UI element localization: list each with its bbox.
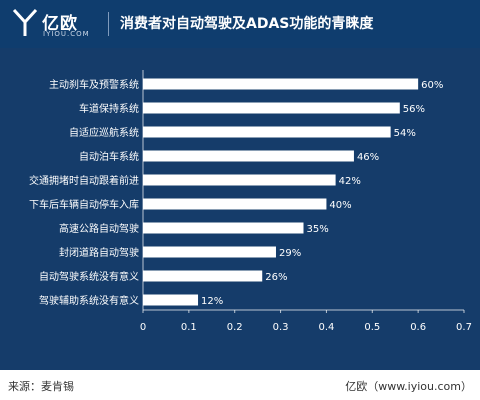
page-title: 消费者对自动驾驶及ADAS功能的青睐度: [120, 16, 374, 32]
bar-6: [143, 198, 327, 210]
category-label: 车道保持系统: [79, 102, 139, 115]
bar-1: [143, 78, 419, 90]
bar-2: [143, 102, 400, 114]
bar-9: [143, 270, 263, 282]
data-label: 60%: [421, 80, 443, 91]
x-tick-label: 0.3: [273, 322, 289, 333]
data-label: 35%: [307, 224, 329, 235]
category-label: 自动泊车系统: [79, 150, 139, 163]
chart-area: 主动刹车及预警系统 60% 车道保持系统 56% 自适应巡航系统 54% 自动泊车系统 46%…: [0, 48, 480, 370]
site-credit: 亿欧（www.iyiou.com）: [345, 380, 472, 393]
data-label: 42%: [339, 176, 361, 187]
data-label: 54%: [394, 128, 416, 139]
bar-4: [143, 150, 354, 162]
logo-mark-icon: [12, 8, 38, 36]
category-label: 自动驾驶系统没有意义: [39, 270, 139, 283]
category-label: 下车后车辆自动停车入库: [29, 198, 139, 211]
brand-logo: 亿欧 IYIOU.COM: [10, 6, 98, 42]
header-bar: 亿欧 IYIOU.COM 消费者对自动驾驶及ADAS功能的青睐度: [0, 0, 480, 48]
data-label: 56%: [403, 104, 425, 115]
header-divider: [108, 12, 109, 36]
data-label: 26%: [265, 272, 287, 283]
bar-7: [143, 222, 304, 234]
logo-subtext: IYIOU.COM: [43, 30, 90, 38]
category-label: 封闭道路自动驾驶: [59, 246, 139, 259]
footer-bar: 来源：麦肯锡 亿欧（www.iyiou.com）: [0, 370, 480, 400]
data-label: 29%: [279, 248, 301, 259]
data-label: 46%: [357, 152, 379, 163]
category-label: 高速公路自动驾驶: [59, 222, 139, 235]
x-tick-label: 0.1: [181, 322, 197, 333]
bar-chart: 主动刹车及预警系统 60% 车道保持系统 56% 自适应巡航系统 54% 自动泊车系统 46%…: [29, 70, 472, 333]
category-label: 主动刹车及预警系统: [49, 78, 139, 91]
x-tick-label: 0.7: [456, 322, 472, 333]
bar-8: [143, 246, 276, 258]
source-note: 来源：麦肯锡: [8, 380, 74, 393]
bar-3: [143, 126, 391, 138]
category-label: 交通拥堵时自动跟着前进: [29, 174, 139, 187]
logo-text: 亿欧: [42, 14, 78, 34]
x-tick-label: 0.6: [410, 322, 426, 333]
category-label: 驾驶辅助系统没有意义: [39, 294, 139, 307]
category-label: 自适应巡航系统: [69, 126, 139, 139]
x-tick-label: 0.2: [227, 322, 243, 333]
x-tick-label: 0.4: [318, 322, 334, 333]
data-label: 12%: [201, 296, 223, 307]
bar-10: [143, 294, 199, 306]
data-label: 40%: [329, 200, 351, 211]
x-tick-label: 0: [140, 322, 146, 333]
x-tick-label: 0.5: [364, 322, 380, 333]
bar-5: [143, 174, 336, 186]
